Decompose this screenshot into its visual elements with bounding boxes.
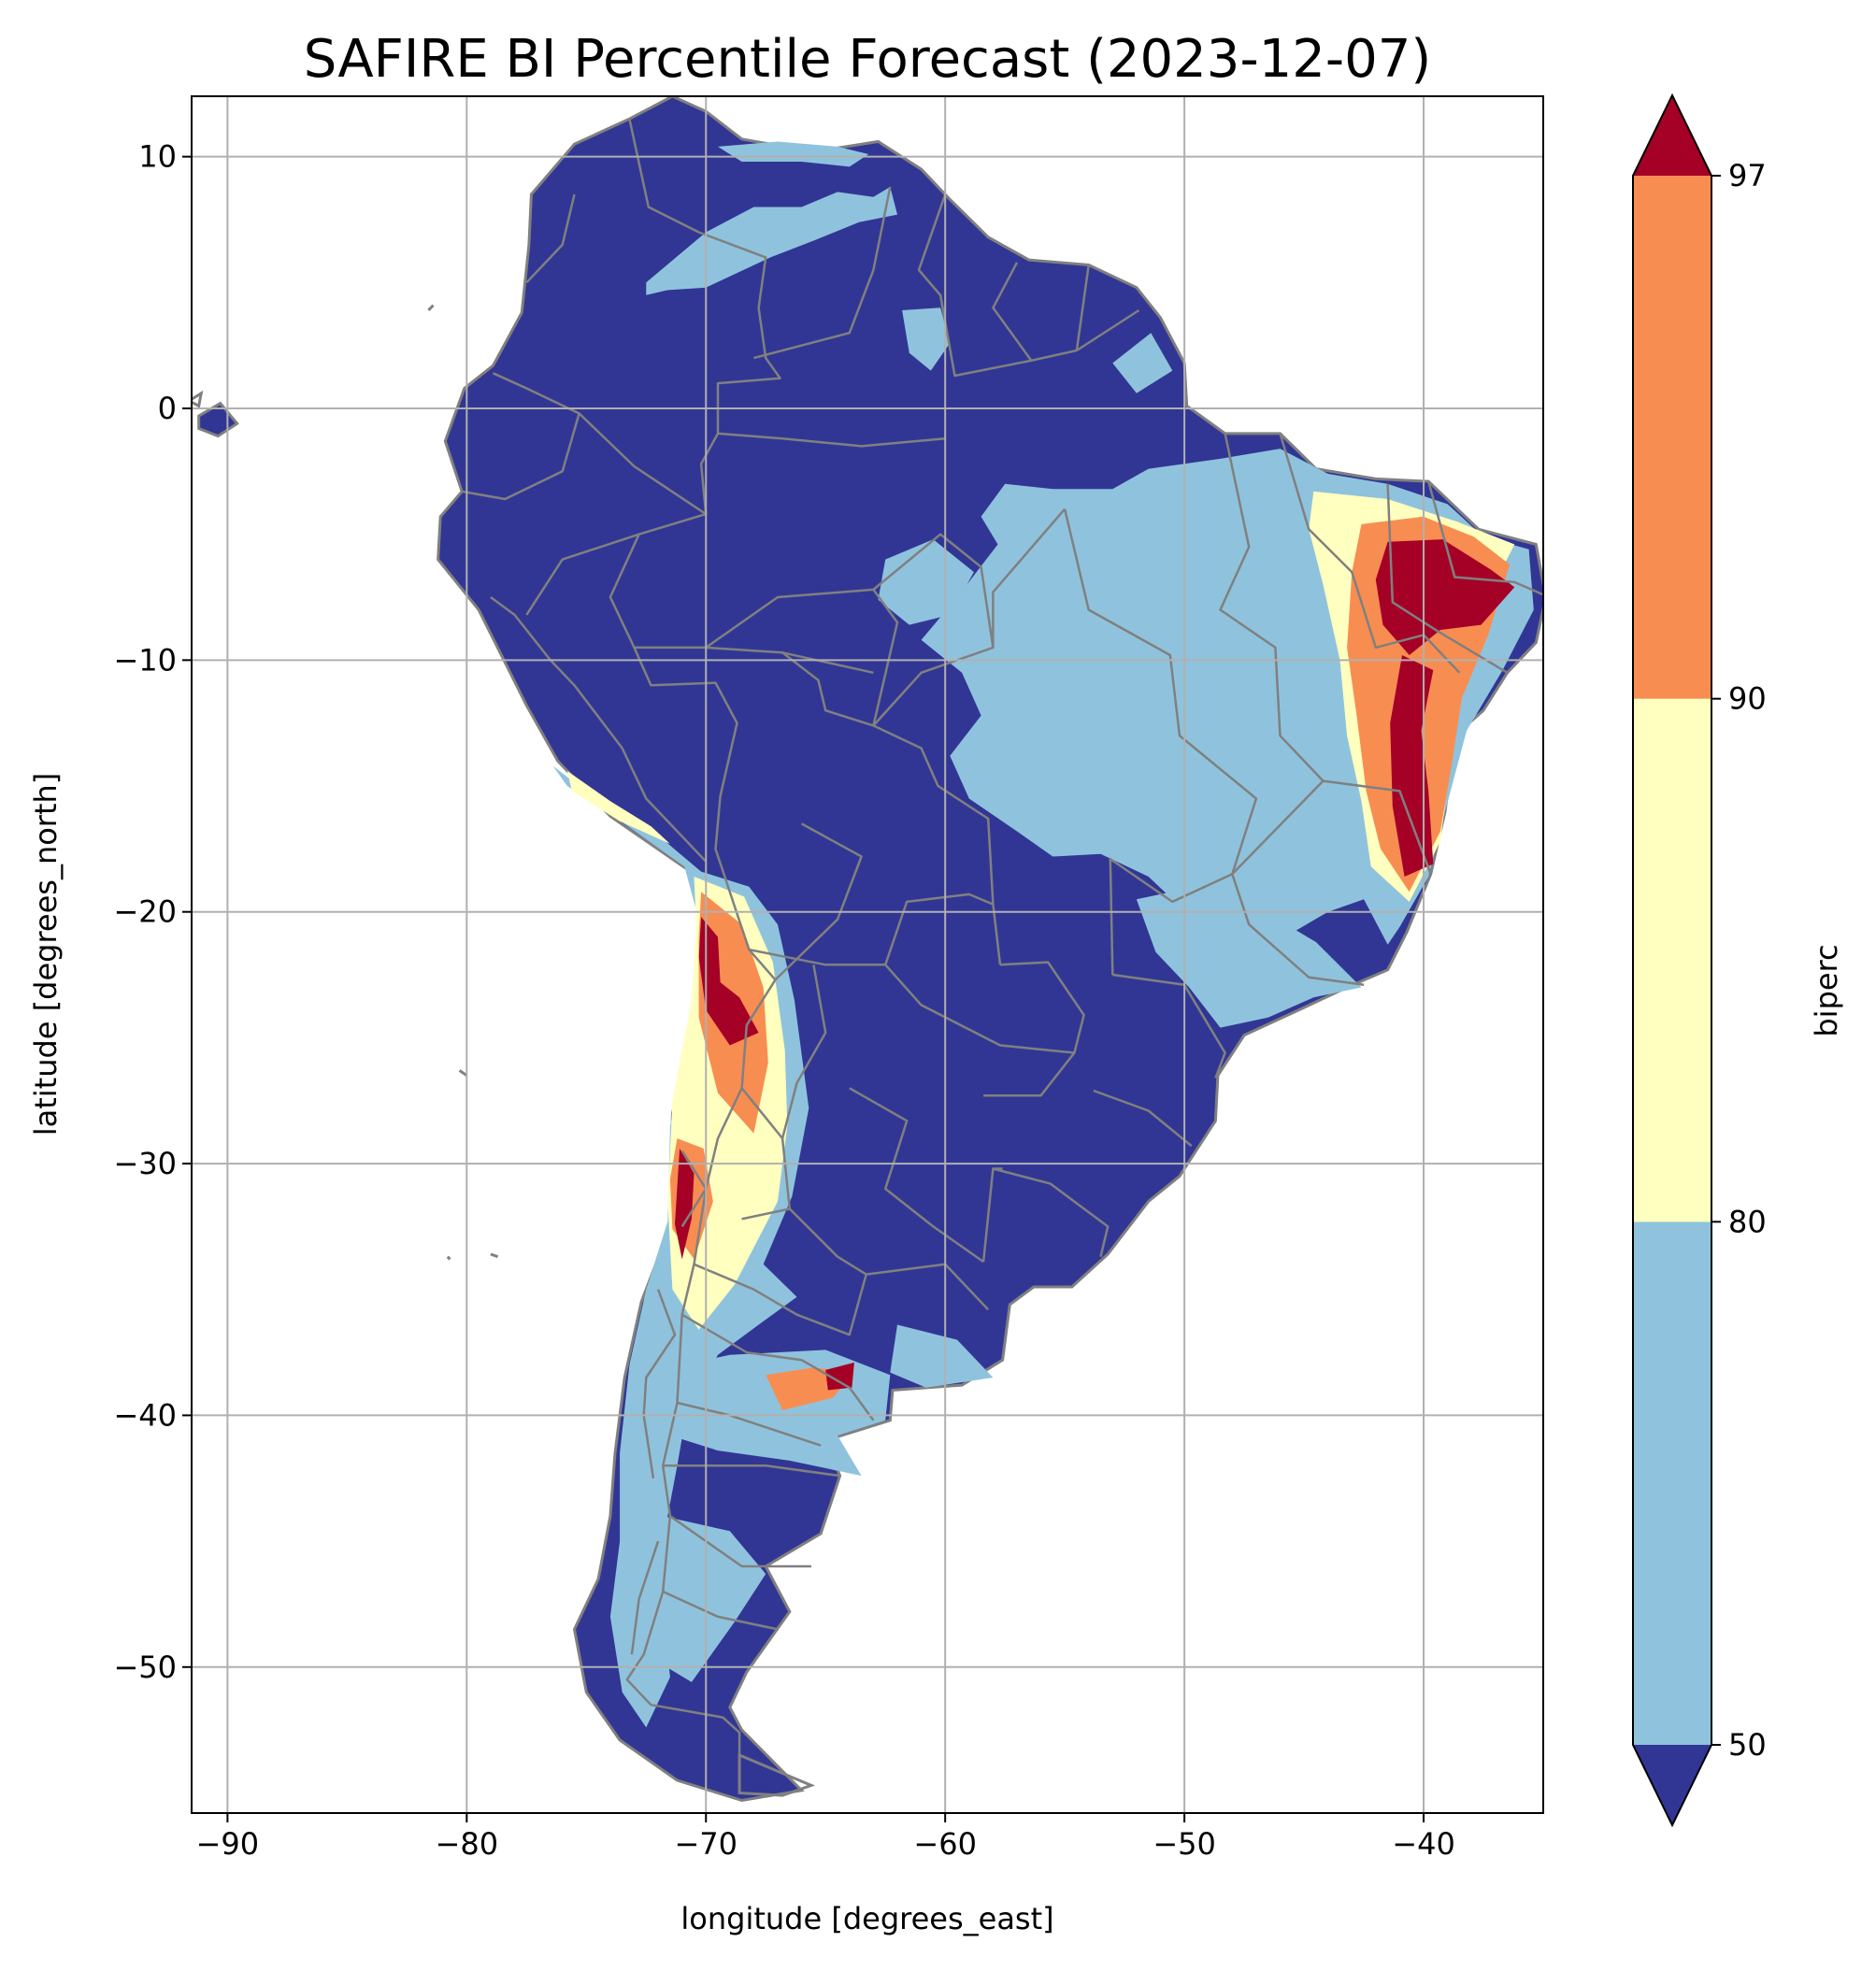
y-tick-label: 10: [138, 139, 177, 175]
boundary-line: [781, 651, 874, 675]
y-axis-label: latitude [degrees_north]: [28, 773, 64, 1136]
x-tick-label: −60: [913, 1826, 977, 1862]
region-northern-savanna: [646, 187, 897, 295]
boundary-line: [749, 893, 994, 966]
boundary-line: [681, 1313, 875, 1421]
region-bahia-red: [1390, 655, 1434, 877]
boundary-line: [525, 193, 576, 284]
x-tick-label: −90: [196, 1826, 260, 1862]
colorbar-tick-label: 80: [1728, 1204, 1767, 1239]
boundary-line: [662, 1590, 779, 1631]
boundary-line: [774, 822, 863, 981]
boundary-line: [717, 432, 946, 448]
boundary-line: [1231, 779, 1325, 876]
boundary-line: [525, 533, 639, 616]
x-tick-label: −70: [674, 1826, 738, 1862]
colorbar-extend-low: [1633, 1745, 1711, 1825]
region-patagonia-patches: [643, 1516, 766, 1682]
y-tick-label: −40: [113, 1397, 177, 1433]
colorbar-tick-label: 97: [1728, 158, 1767, 193]
boundary-line: [849, 1087, 984, 1264]
x-tick-label: −80: [436, 1826, 499, 1862]
boundary-line: [1112, 973, 1226, 1078]
colorbar-bin-80-90: [1633, 698, 1711, 1222]
boundary-line: [872, 589, 899, 726]
region-amapa: [1112, 333, 1173, 393]
boundary-line: [872, 533, 995, 727]
boundary-line: [992, 507, 1067, 648]
boundary-line: [1093, 1089, 1193, 1148]
region-pampas-south: [890, 1324, 994, 1388]
boundary-line: [992, 262, 1033, 362]
region-peru-coast-yellow: [566, 770, 670, 844]
region-venezuela-coast: [718, 141, 869, 167]
colorbar: 50 80 90 97: [1632, 93, 1767, 1828]
y-tick-label: −20: [113, 894, 177, 930]
colorbar-tick-label: 50: [1728, 1727, 1767, 1763]
boundary-line: [740, 964, 827, 1140]
boundary-line: [981, 1167, 1003, 1263]
boundary-line: [705, 588, 874, 649]
region-patagonia-red: [825, 1362, 854, 1391]
colorbar-tick-label: 90: [1728, 681, 1767, 717]
y-tick-label: −10: [113, 642, 177, 678]
boundary-line: [461, 372, 580, 501]
colorbar-bin-90-97: [1633, 176, 1711, 699]
region-pernambuco-red: [1375, 539, 1515, 655]
boundary-line: [753, 186, 892, 360]
colorbar-label: biperc: [1809, 944, 1844, 1036]
island-outline: [490, 1252, 499, 1259]
map-title: SAFIRE BI Percentile Forecast (2023-12-0…: [304, 29, 1431, 90]
boundary-line: [1386, 483, 1509, 674]
x-axis-ticks: −90 −80 −70 −60 −50 −40: [196, 1813, 1455, 1862]
boundary-line: [993, 1167, 1110, 1257]
region-chile-red: [675, 1148, 695, 1260]
y-tick-label: −30: [113, 1146, 177, 1181]
y-tick-label: 0: [158, 391, 177, 426]
boundary-line: [780, 1137, 990, 1311]
boundary-line: [578, 412, 707, 516]
boundary-line: [983, 1051, 1076, 1097]
x-tick-label: −40: [1392, 1826, 1455, 1862]
boundary-line: [669, 1515, 811, 1568]
boundary-line: [642, 1289, 677, 1478]
island-outline: [427, 304, 435, 312]
colorbar-extend-high: [1633, 95, 1711, 176]
island-outline: [446, 1255, 451, 1261]
boundary-line: [1075, 264, 1090, 351]
colorbar-bin-50-80: [1633, 1221, 1711, 1745]
boundary-line: [694, 1263, 867, 1336]
country-state-boundaries: [192, 118, 1543, 1797]
region-andes-red: [698, 917, 759, 1046]
boundary-line: [1219, 433, 1432, 875]
boundary-line: [1426, 480, 1543, 596]
boundary-line: [663, 1464, 840, 1478]
boundary-line: [1279, 433, 1461, 674]
region-roraima: [902, 307, 951, 371]
region-central-amazon-patches: [878, 539, 974, 625]
x-tick-label: −50: [1153, 1826, 1216, 1862]
boundary-line: [1063, 508, 1258, 976]
boundary-line: [1231, 873, 1365, 987]
island-outline: [738, 1752, 816, 1797]
y-axis-ticks: 10 0 −10 −20 −30 −40 −50: [113, 139, 192, 1685]
boundary-line: [490, 595, 708, 863]
boundary-line: [741, 1207, 791, 1221]
region-sao-paulo-minas: [1136, 886, 1362, 1028]
x-axis-label: longitude [degrees_east]: [680, 1901, 1053, 1936]
gridlines: [192, 96, 1543, 1813]
y-tick-label: −50: [113, 1650, 177, 1685]
plot-frame: [191, 95, 1544, 1814]
island-outline: [192, 390, 204, 408]
boundary-line: [630, 1540, 660, 1655]
